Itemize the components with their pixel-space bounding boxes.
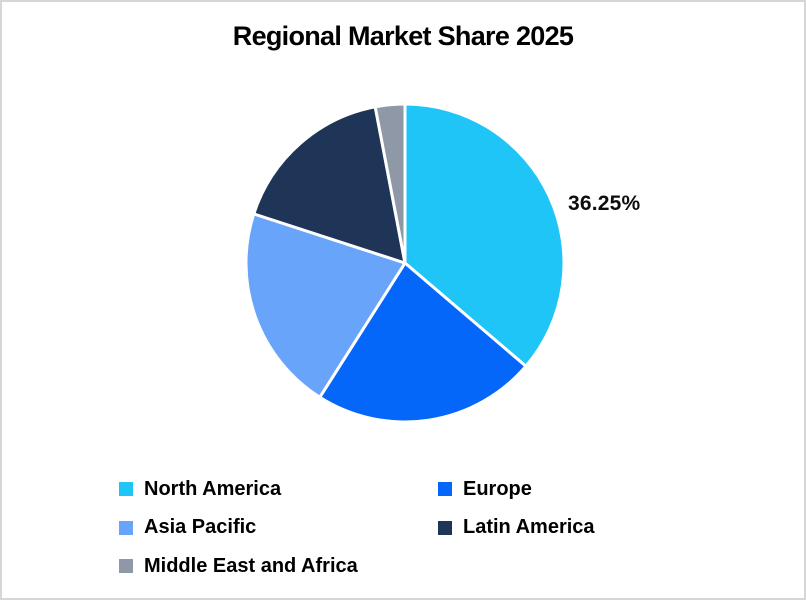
legend-swatch-europe [438,482,452,497]
legend-swatch-middle-east-and-africa [119,559,133,574]
legend-label: North America [144,477,282,500]
pie-slice-north-america[interactable] [403,102,566,368]
pie-slice-latin-america[interactable] [252,105,407,265]
legend-swatch-asia-pacific [119,520,133,535]
pie-slice-europe[interactable] [318,261,528,424]
pie-slice-asia-pacific[interactable] [244,212,407,399]
legend-item-middle-east-and-africa[interactable]: Middle East and Africa [119,555,438,578]
data-label-north-america: 36.25% [568,192,641,215]
legend-swatch-latin-america [438,520,452,535]
legend-item-latin-america[interactable]: Latin America [438,516,595,539]
legend-swatch-north-america [119,482,133,497]
legend-item-asia-pacific[interactable]: Asia Pacific [119,516,438,539]
legend-item-north-america[interactable]: North America [119,478,438,501]
legend-label: Asia Pacific [144,516,257,539]
legend-label: Middle East and Africa [144,554,358,577]
pie-slice-middle-east-and-africa[interactable] [373,102,407,265]
chart-title: Regional Market Share 2025 [232,21,574,51]
legend-label: Latin America [463,516,595,539]
legend-item-europe[interactable]: Europe [438,478,595,501]
chart-legend: North America Europe Asia Pacific Latin Ame… [119,470,595,586]
legend-label: Europe [463,477,532,500]
